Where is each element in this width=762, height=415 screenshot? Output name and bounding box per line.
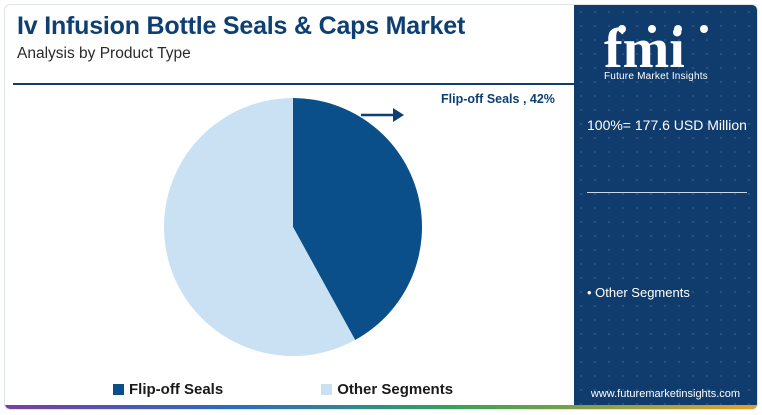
pie-chart: Flip-off Seals , 42% <box>163 92 555 356</box>
legend-swatch <box>113 384 124 395</box>
legend-swatch <box>321 384 333 395</box>
panel-pattern <box>574 5 757 409</box>
legend-item-flip-off-seals: Flip-off Seals <box>113 381 223 398</box>
chart-subtitle: Analysis by Product Type <box>17 45 191 62</box>
callout-label: Flip-off Seals , 42% <box>441 92 555 106</box>
callout-arrow-icon <box>393 108 404 122</box>
chart-legend: Flip-off Seals Other Segments <box>113 381 453 398</box>
segment-note: • Other Segments <box>587 285 690 300</box>
logo-caption: Future Market Insights <box>604 71 708 82</box>
bottom-accent-bar <box>5 405 757 409</box>
legend-item-other-segments: Other Segments <box>321 381 453 398</box>
fmi-logo: fmi <box>604 19 708 80</box>
chart-title: Iv Infusion Bottle Seals & Caps Market <box>17 12 466 40</box>
market-total: 100%= 177.6 USD Million <box>587 117 747 133</box>
legend-label: Other Segments <box>337 381 454 398</box>
website-link[interactable]: www.futuremarketinsights.com <box>590 388 741 400</box>
panel-divider <box>587 192 747 193</box>
info-panel: fmi Future Market Insights 100%= 177.6 U… <box>574 5 757 409</box>
pie-slice-flip-off-seals <box>293 98 422 341</box>
title-divider <box>13 83 575 85</box>
legend-label: Flip-off Seals <box>129 381 224 398</box>
pie-slice-other-segments <box>163 98 356 356</box>
chart-card: Iv Infusion Bottle Seals & Caps Market A… <box>4 4 758 410</box>
svg-text:fmi: fmi <box>604 19 685 80</box>
